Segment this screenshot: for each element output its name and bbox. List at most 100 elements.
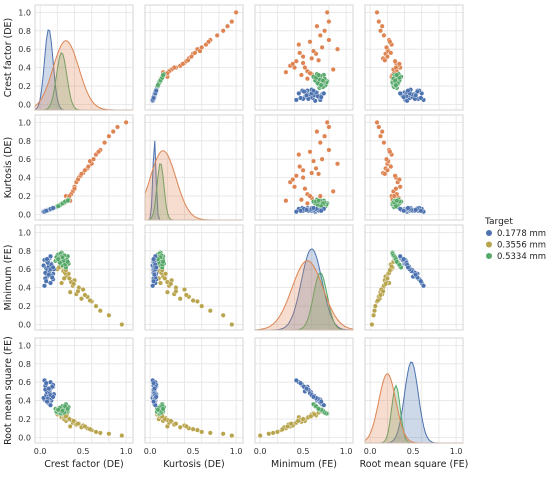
scatter-point	[384, 275, 390, 281]
panel-background	[145, 338, 243, 443]
scatter-point	[300, 167, 306, 173]
scatter-point	[393, 186, 399, 192]
scatter-point	[316, 72, 322, 78]
scatter-point	[302, 65, 308, 71]
scatter-point	[321, 90, 327, 96]
scatter-point	[309, 170, 315, 176]
scatter-point	[42, 283, 48, 289]
scatter-point	[405, 205, 411, 211]
scatter-point	[311, 88, 317, 94]
x-axis-label: Root mean square (FE)	[360, 459, 469, 470]
scatter-point	[378, 133, 384, 139]
scatter-point	[372, 303, 378, 309]
scatter-point	[311, 394, 317, 400]
scatter-point	[293, 97, 299, 103]
y-tick-label: 0.8	[18, 360, 31, 369]
scatter-point	[229, 433, 235, 439]
scatter-point	[106, 133, 112, 139]
scatter-point	[194, 298, 200, 304]
x-tick-label: 1.0	[230, 447, 243, 456]
scatter-point	[374, 119, 380, 125]
scatter-point	[307, 39, 313, 45]
panel-background	[35, 115, 133, 220]
legend-marker	[486, 241, 492, 248]
panel-background	[365, 115, 463, 220]
scatter-point	[207, 308, 213, 314]
legend-label: 0.1778 mm	[497, 229, 546, 239]
legend-marker	[486, 253, 492, 259]
scatter-point	[102, 140, 108, 146]
scatter-point	[185, 57, 191, 63]
scatter-point	[155, 407, 161, 413]
scatter-point	[391, 193, 397, 199]
scatter-point	[123, 119, 129, 125]
scatter-point	[316, 57, 322, 63]
scatter-point	[304, 200, 310, 206]
scatter-point	[319, 44, 325, 50]
scatter-point	[290, 61, 296, 67]
scatter-point	[61, 275, 67, 281]
scatter-point	[155, 82, 161, 88]
scatter-point	[378, 292, 384, 298]
scatter-point	[371, 312, 377, 318]
x-axis-label: Minimum (FE)	[271, 459, 337, 470]
scatter-point	[302, 186, 308, 192]
panel-background	[35, 5, 133, 110]
panel-border	[364, 224, 464, 331]
scatter-point	[164, 289, 170, 295]
scatter-point	[65, 406, 71, 412]
scatter-point	[119, 322, 125, 328]
scatter-point	[418, 208, 424, 214]
scatter-point	[384, 167, 390, 173]
scatter-point	[78, 171, 84, 177]
panel-border	[34, 4, 134, 111]
scatter-point	[46, 272, 52, 278]
scatter-point	[151, 380, 157, 386]
scatter-point	[378, 28, 384, 34]
scatter-point	[301, 89, 307, 95]
scatter-point	[43, 208, 49, 214]
panel-border	[254, 4, 354, 111]
x-tick-label: 0.5	[407, 447, 420, 456]
scatter-point	[96, 149, 102, 155]
scatter-point	[192, 50, 198, 56]
scatter-point	[153, 264, 159, 270]
scatter-point	[44, 256, 50, 262]
scatter-point	[307, 70, 313, 76]
scatter-point	[330, 188, 336, 194]
y-tick-label: 0.0	[18, 210, 31, 219]
scatter-point	[393, 65, 399, 71]
scatter-point	[119, 433, 125, 439]
scatter-point	[199, 303, 205, 309]
scatter-point	[93, 303, 99, 309]
scatter-point	[321, 402, 327, 408]
panel-border	[144, 337, 244, 444]
scatter-point	[326, 147, 332, 153]
scatter-point	[60, 254, 66, 260]
scatter-point	[405, 264, 411, 270]
scatter-point	[224, 23, 230, 29]
scatter-point	[309, 55, 315, 61]
scatter-point	[199, 44, 205, 50]
panel-border	[34, 114, 134, 221]
density-curve	[254, 260, 354, 331]
scatter-point	[413, 92, 419, 98]
scatter-point	[308, 413, 314, 419]
scatter-point	[206, 39, 212, 45]
scatter-point	[60, 408, 66, 414]
scatter-point	[326, 37, 332, 43]
scatter-point	[49, 275, 55, 281]
scatter-point	[296, 152, 302, 158]
legend-label: 0.5334 mm	[497, 252, 546, 262]
y-tick-label: 0.8	[18, 27, 31, 36]
scatter-point	[157, 280, 163, 286]
y-tick-label: 0.4	[18, 64, 31, 73]
scatter-point	[330, 66, 336, 72]
scatter-point	[71, 186, 77, 192]
scatter-point	[384, 44, 390, 50]
scatter-point	[66, 275, 72, 281]
scatter-point	[322, 133, 328, 139]
scatter-point	[46, 386, 52, 392]
scatter-point	[397, 253, 403, 259]
scatter-point	[317, 140, 323, 146]
